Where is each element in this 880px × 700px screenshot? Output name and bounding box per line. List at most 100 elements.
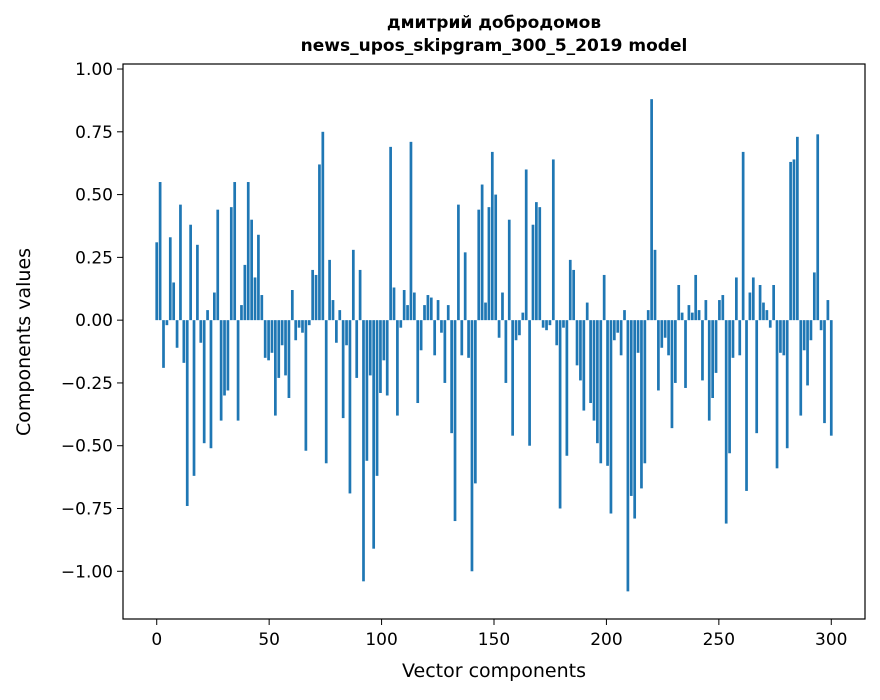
bar-82 [433, 320, 437, 356]
bar-124 [575, 320, 579, 366]
bar-118 [555, 320, 559, 346]
bar-42 [297, 320, 301, 328]
bar-181 [768, 320, 772, 328]
bar-67 [382, 320, 386, 361]
bar-101 [497, 320, 501, 338]
bar-175 [748, 292, 752, 321]
bar-93 [470, 320, 474, 572]
bar-85 [443, 320, 447, 383]
bar-88 [453, 320, 457, 522]
bar-0 [155, 242, 159, 321]
bar-127 [585, 302, 589, 321]
bar-168 [724, 320, 728, 524]
bar-96 [480, 184, 484, 321]
bar-198 [826, 300, 830, 321]
bar-170 [731, 320, 735, 358]
bar-64 [372, 320, 376, 549]
bar-119 [558, 320, 562, 509]
y-tick-label: 0.25 [75, 248, 113, 268]
bar-105 [511, 320, 514, 436]
bar-173 [741, 151, 745, 321]
bar-38 [284, 320, 287, 376]
bar-30 [257, 234, 260, 321]
bar-131 [599, 320, 603, 464]
bar-80 [426, 295, 430, 321]
y-axis: 1.00 0.75 0.50 0.25 0.00 −0.25 −0.50 −0.75 −1.00 [61, 60, 123, 582]
bar-10 [189, 224, 192, 321]
bar-47 [314, 274, 318, 321]
bar-56 [345, 320, 348, 346]
bar-68 [385, 320, 389, 396]
bar-27 [246, 182, 250, 321]
bar-94 [474, 320, 477, 484]
bar-132 [602, 274, 606, 321]
bar-44 [304, 320, 308, 451]
bar-9 [185, 320, 189, 506]
bar-66 [379, 320, 382, 393]
bar-114 [541, 320, 545, 328]
x-tick-label: 150 [478, 630, 510, 650]
y-tick-label: −0.25 [61, 374, 113, 394]
bar-45 [307, 320, 311, 326]
chart-title-line-2: news_upos_skipgram_300_5_2019 model [301, 36, 688, 56]
bar-11 [192, 320, 196, 476]
y-tick-label: 0.75 [75, 123, 113, 143]
bar-191 [802, 320, 806, 351]
bar-7 [179, 204, 182, 321]
bar-165 [714, 320, 718, 373]
bar-139 [626, 320, 630, 592]
bar-160 [697, 310, 701, 321]
bar-8 [182, 320, 186, 363]
bar-33 [267, 320, 270, 361]
bar-76 [412, 292, 416, 321]
bar-111 [531, 224, 535, 321]
bar-107 [518, 320, 521, 336]
bar-130 [596, 320, 599, 444]
bar-143 [640, 320, 643, 489]
bar-53 [335, 320, 338, 343]
bar-157 [687, 305, 691, 321]
bar-120 [562, 320, 565, 328]
bar-29 [253, 277, 257, 321]
bar-169 [728, 320, 731, 454]
bar-122 [568, 259, 572, 321]
y-axis-label: Components values [13, 248, 35, 436]
bar-125 [579, 320, 582, 381]
bar-31 [260, 295, 264, 321]
x-axis-label: Vector components [402, 660, 586, 682]
bar-117 [551, 159, 555, 321]
bar-150 [663, 320, 667, 338]
bar-34 [270, 320, 274, 353]
bar-83 [436, 300, 440, 321]
bar-71 [396, 320, 399, 416]
bar-52 [331, 300, 335, 321]
bar-146 [650, 99, 653, 321]
bar-35 [274, 320, 277, 416]
bar-3 [165, 320, 169, 326]
bar-79 [423, 305, 426, 321]
x-tick-label: 300 [815, 630, 847, 650]
bar-6 [175, 320, 179, 348]
bar-100 [494, 194, 498, 321]
bar-13 [199, 320, 203, 343]
x-tick-label: 200 [590, 630, 622, 650]
bar-112 [535, 202, 538, 321]
bar-138 [623, 310, 626, 321]
bar-196 [819, 320, 823, 331]
bar-147 [653, 249, 657, 321]
bar-149 [660, 320, 664, 348]
bar-54 [338, 310, 342, 321]
bar-136 [616, 320, 620, 333]
bar-70 [392, 287, 396, 321]
bar-69 [389, 146, 392, 321]
x-tick-label: 50 [258, 630, 280, 650]
bar-142 [636, 320, 640, 353]
bar-90 [460, 320, 464, 356]
x-axis: 0 50 100 150 200 250 300 [151, 619, 847, 650]
bar-41 [294, 320, 298, 341]
bar-59 [355, 320, 359, 378]
y-tick-label: 1.00 [75, 60, 113, 80]
bar-37 [280, 320, 284, 346]
bar-58 [351, 249, 355, 321]
